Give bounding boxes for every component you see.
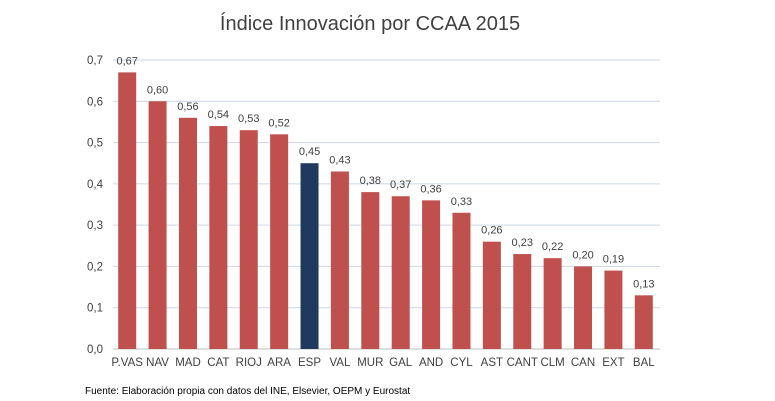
data-label: 0,43: [329, 154, 350, 166]
data-label: 0,19: [603, 254, 624, 266]
x-tick-label: VAL: [329, 357, 350, 369]
x-tick-label: BAL: [633, 357, 655, 369]
x-tick-label: CAT: [207, 357, 229, 369]
x-tick-label: GAL: [389, 357, 413, 369]
x-tick-label: AND: [419, 357, 443, 369]
bar-val: [330, 171, 349, 349]
bar-esp: [300, 163, 319, 349]
bar-mur: [361, 192, 380, 349]
data-label: 0,23: [512, 237, 533, 249]
bar-pvas: [118, 72, 137, 349]
x-tick-label: MUR: [357, 357, 383, 369]
data-label: 0,20: [572, 249, 593, 261]
x-tick-label: EXT: [602, 357, 624, 369]
x-tick-label: CANT: [507, 357, 538, 369]
x-tick-label: ESP: [298, 357, 321, 369]
y-tick-label: 0,0: [87, 344, 103, 356]
data-label: 0,13: [633, 278, 654, 290]
y-tick-label: 0,2: [87, 261, 103, 273]
bar-ast: [482, 241, 501, 349]
source-note: Fuente: Elaboración propia con datos del…: [85, 386, 410, 397]
data-label: 0,60: [147, 84, 168, 96]
x-tick-label: NAV: [146, 357, 169, 369]
bar-and: [422, 200, 441, 349]
data-label: 0,36: [420, 183, 441, 195]
y-tick-label: 0,1: [87, 303, 103, 315]
bar-cat: [209, 126, 228, 349]
bar-ara: [270, 134, 289, 349]
x-tick-label: P.VAS: [111, 357, 143, 369]
data-label: 0,56: [177, 101, 198, 113]
data-label: 0,54: [208, 109, 229, 121]
data-label: 0,45: [299, 146, 320, 158]
data-label: 0,33: [451, 196, 472, 208]
x-tick-label: CLM: [540, 357, 564, 369]
data-label: 0,22: [542, 241, 563, 253]
x-tick-label: CAN: [571, 357, 595, 369]
x-tick-label: CYL: [450, 357, 473, 369]
y-tick-label: 0,4: [87, 179, 104, 191]
bar-cant: [513, 254, 532, 349]
bar-rioj: [239, 130, 258, 349]
data-label: 0,53: [238, 113, 259, 125]
y-tick-label: 0,5: [87, 138, 103, 150]
x-tick-label: MAD: [175, 357, 201, 369]
bar-nav: [148, 101, 167, 350]
data-label: 0,67: [116, 55, 137, 67]
data-label: 0,26: [481, 225, 502, 237]
bar-mad: [178, 117, 197, 349]
y-tick-label: 0,7: [87, 55, 103, 67]
bar-clm: [543, 258, 562, 349]
y-tick-label: 0,6: [87, 96, 103, 108]
x-tick-label: AST: [481, 357, 503, 369]
y-tick-label: 0,3: [87, 220, 103, 232]
bar-cyl: [452, 212, 471, 349]
bar-ext: [604, 270, 623, 349]
x-tick-label: ARA: [267, 357, 291, 369]
chart-title: Índice Innovación por CCAA 2015: [220, 12, 520, 35]
x-tick-label: RIOJ: [236, 357, 262, 369]
data-label: 0,38: [360, 175, 381, 187]
bar-can: [574, 266, 593, 349]
bar-bal: [634, 295, 653, 349]
data-label: 0,52: [268, 117, 289, 129]
bar-gal: [391, 196, 410, 349]
data-label: 0,37: [390, 179, 411, 191]
